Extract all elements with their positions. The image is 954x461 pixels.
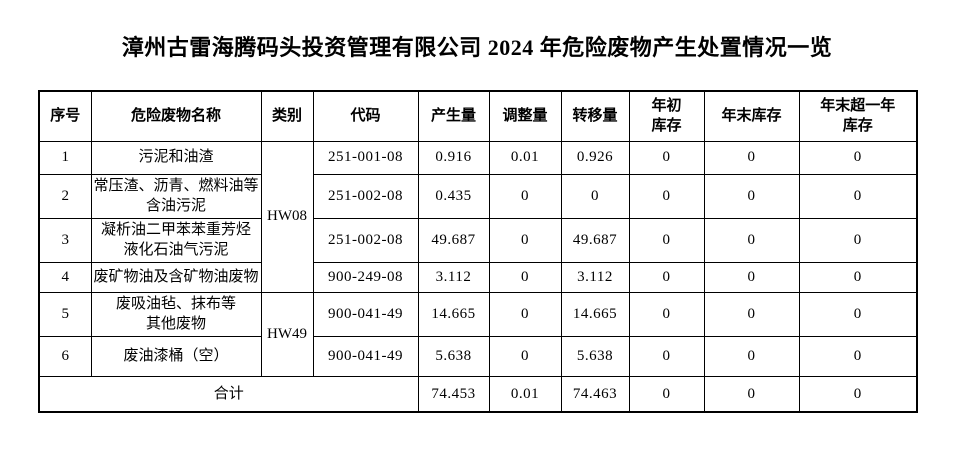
end-inventory-cell: 0	[703, 335, 800, 377]
over-year-inventory-cell: 0	[798, 140, 918, 175]
waste-name-cell: 废油漆桶（空）	[90, 335, 262, 377]
begin-inventory-cell: 0	[628, 261, 705, 293]
adjusted-cell: 0	[488, 173, 562, 219]
table-row: 5 废吸油毡、抹布等 其他废物 HW49 900-041-49 14.665 0…	[38, 291, 918, 377]
seq-cell: 6	[38, 335, 92, 377]
over-year-inventory-cell: 0	[798, 335, 918, 377]
begin-inventory-cell: 0	[628, 335, 705, 377]
code-cell: 251-002-08	[312, 173, 419, 219]
total-begin-inventory-cell: 0	[628, 375, 705, 413]
over-year-inventory-cell: 0	[798, 261, 918, 293]
table-row: 6 废油漆桶（空） 900-041-49 5.638 0 5.638 0 0 0	[38, 335, 918, 377]
total-transferred-cell: 74.463	[560, 375, 630, 413]
total-end-inventory-cell: 0	[703, 375, 800, 413]
total-adjusted-cell: 0.01	[488, 375, 562, 413]
produced-cell: 0.916	[417, 140, 490, 175]
adjusted-cell: 0.01	[488, 140, 562, 175]
transferred-cell: 3.112	[560, 261, 630, 293]
over-year-inventory-cell: 0	[798, 291, 918, 337]
begin-inventory-cell: 0	[628, 140, 705, 175]
total-over-year-inventory-cell: 0	[798, 375, 918, 413]
code-cell: 251-001-08	[312, 140, 419, 175]
total-label-cell: 合计	[38, 375, 419, 413]
header-seq: 序号	[38, 90, 92, 142]
header-end-inventory: 年末库存	[703, 90, 800, 142]
code-cell: 900-249-08	[312, 261, 419, 293]
over-year-inventory-cell: 0	[798, 217, 918, 263]
produced-cell: 49.687	[417, 217, 490, 263]
seq-cell: 1	[38, 140, 92, 175]
begin-inventory-cell: 0	[628, 173, 705, 219]
header-adjusted: 调整量	[488, 90, 562, 142]
transferred-cell: 49.687	[560, 217, 630, 263]
waste-name-cell: 废吸油毡、抹布等 其他废物	[90, 291, 262, 337]
header-category: 类别	[260, 90, 314, 142]
seq-cell: 3	[38, 217, 92, 263]
end-inventory-cell: 0	[703, 140, 800, 175]
waste-name-cell: 废矿物油及含矿物油废物	[90, 261, 262, 293]
hazardous-waste-table: 序号 危险废物名称 类别 代码 产生量 调整量 转移量 年初 库存 年末库存 年…	[38, 90, 918, 413]
begin-inventory-cell: 0	[628, 217, 705, 263]
seq-cell: 5	[38, 291, 92, 337]
adjusted-cell: 0	[488, 291, 562, 337]
produced-cell: 0.435	[417, 173, 490, 219]
category-cell-hw08: HW08	[260, 140, 314, 293]
transferred-cell: 0	[560, 173, 630, 219]
table-row: 3 凝析油二甲苯苯重芳烃 液化石油气污泥 251-002-08 49.687 0…	[38, 217, 918, 263]
code-cell: 900-041-49	[312, 291, 419, 337]
adjusted-cell: 0	[488, 335, 562, 377]
code-cell: 900-041-49	[312, 335, 419, 377]
adjusted-cell: 0	[488, 217, 562, 263]
page-title: 漳州古雷海腾码头投资管理有限公司 2024 年危险废物产生处置情况一览	[121, 35, 833, 60]
transferred-cell: 14.665	[560, 291, 630, 337]
end-inventory-cell: 0	[703, 291, 800, 337]
adjusted-cell: 0	[488, 261, 562, 293]
header-begin-inventory: 年初 库存	[628, 90, 705, 142]
produced-cell: 3.112	[417, 261, 490, 293]
end-inventory-cell: 0	[703, 261, 800, 293]
category-cell-hw49: HW49	[260, 291, 314, 377]
total-produced-cell: 74.453	[417, 375, 490, 413]
transferred-cell: 0.926	[560, 140, 630, 175]
header-waste-name: 危险废物名称	[90, 90, 262, 142]
produced-cell: 5.638	[417, 335, 490, 377]
header-code: 代码	[312, 90, 419, 142]
begin-inventory-cell: 0	[628, 291, 705, 337]
table-row: 4 废矿物油及含矿物油废物 900-249-08 3.112 0 3.112 0…	[38, 261, 918, 293]
table-header-row: 序号 危险废物名称 类别 代码 产生量 调整量 转移量 年初 库存 年末库存 年…	[38, 90, 918, 142]
waste-name-cell: 常压渣、沥青、燃料油等 含油污泥	[90, 173, 262, 219]
total-row: 合计 74.453 0.01 74.463 0 0 0	[38, 375, 918, 413]
code-cell: 251-002-08	[312, 217, 419, 263]
end-inventory-cell: 0	[703, 217, 800, 263]
seq-cell: 4	[38, 261, 92, 293]
over-year-inventory-cell: 0	[798, 173, 918, 219]
table-row: 2 常压渣、沥青、燃料油等 含油污泥 251-002-08 0.435 0 0 …	[38, 173, 918, 219]
header-produced: 产生量	[417, 90, 490, 142]
header-transferred: 转移量	[560, 90, 630, 142]
waste-name-cell: 凝析油二甲苯苯重芳烃 液化石油气污泥	[90, 217, 262, 263]
header-over-year-inventory: 年末超一年 库存	[798, 90, 918, 142]
table-row: 1 污泥和油渣 HW08 251-001-08 0.916 0.01 0.926…	[38, 140, 918, 293]
waste-name-cell: 污泥和油渣	[90, 140, 262, 175]
seq-cell: 2	[38, 173, 92, 219]
produced-cell: 14.665	[417, 291, 490, 337]
transferred-cell: 5.638	[560, 335, 630, 377]
end-inventory-cell: 0	[703, 173, 800, 219]
